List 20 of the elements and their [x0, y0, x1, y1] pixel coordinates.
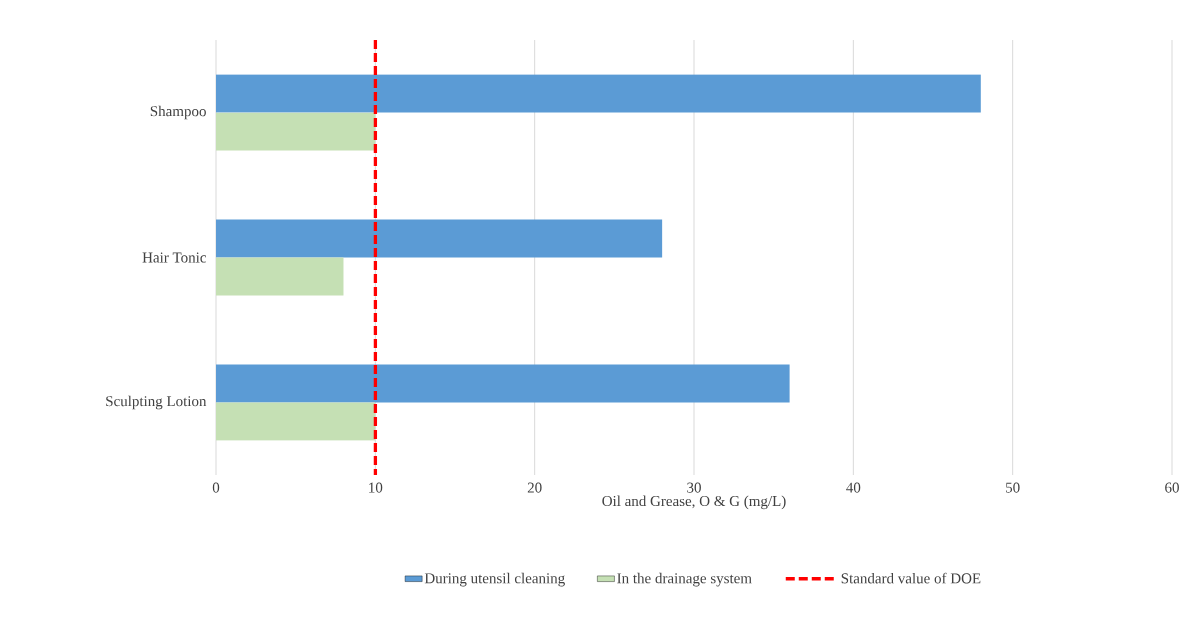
x-tick-label: 0 — [212, 482, 220, 493]
x-tick-label: 20 — [527, 482, 542, 493]
x-axis-title: Oil and Grease, O & G (mg/L) — [602, 495, 786, 510]
x-tick-label: 30 — [687, 482, 701, 493]
bar — [216, 112, 376, 151]
x-tick-label: 60 — [1165, 482, 1179, 493]
y-tick-label: Shampoo — [150, 105, 206, 120]
bar — [216, 219, 663, 258]
x-tick-label: 10 — [369, 482, 383, 493]
y-tick-label: Sculpting Lotion — [106, 395, 207, 410]
bar — [216, 257, 344, 296]
legend-label: During utensil cleaning — [424, 572, 565, 587]
bar — [216, 74, 981, 113]
bar — [216, 364, 790, 403]
legend-label: Standard value of DOE — [841, 572, 981, 584]
legend-label: In the drainage system — [617, 572, 752, 587]
x-tick-label: 50 — [1006, 482, 1020, 493]
bar — [216, 402, 376, 441]
x-tick-label: 40 — [846, 482, 861, 493]
y-tick-label: Hair Tonic — [142, 252, 207, 263]
